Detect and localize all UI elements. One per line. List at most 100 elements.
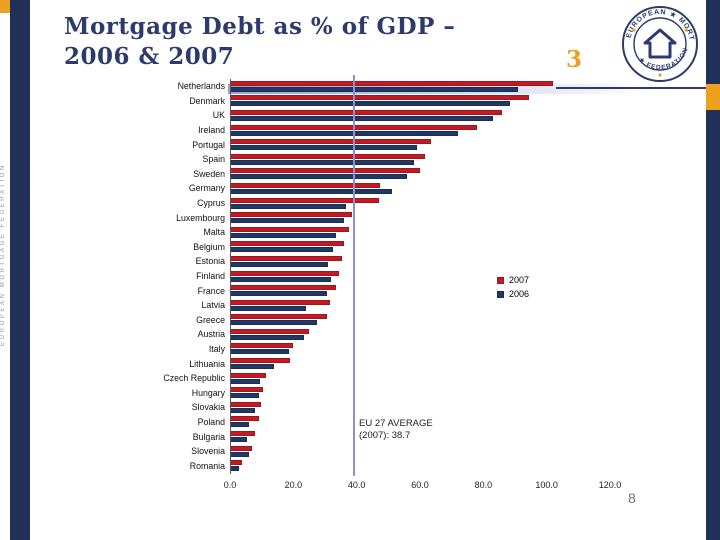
bar-area (230, 269, 610, 284)
bar-2006 (230, 232, 337, 238)
bar-2006 (230, 159, 414, 165)
bar-area (230, 167, 610, 182)
bar-2007 (230, 212, 352, 218)
right-navy-band (706, 0, 720, 540)
category-label: Greece (196, 314, 225, 325)
chart-row: Hungary (112, 385, 610, 400)
bar-area (230, 225, 610, 240)
bar-2006 (230, 261, 329, 267)
bar-2007 (230, 387, 264, 393)
chart-row: Lithuania (112, 356, 610, 371)
bar-2007 (230, 372, 267, 378)
legend-swatch (497, 290, 504, 298)
bar-2007 (230, 241, 344, 247)
average-annotation: EU 27 AVERAGE (2007): 38.7 (357, 417, 435, 443)
average-annotation-line1: EU 27 AVERAGE (359, 418, 433, 429)
chart-row: Austria (112, 327, 610, 342)
title-line-2: 2006 & 2007 (64, 43, 235, 71)
emf-logo-svg: EUROPEAN ★ MORTGAGE ★ FEDERATION ★ (617, 0, 698, 82)
legend-item: 2006 (497, 289, 529, 299)
bar-area (230, 283, 610, 298)
category-label: Malta (203, 227, 225, 238)
bar-area (230, 415, 610, 430)
bar-area (230, 181, 610, 196)
x-tick-label: 40.0 (347, 480, 366, 490)
x-tick-label: 120.0 (598, 480, 622, 490)
bar-area (230, 385, 610, 400)
chart-row: Italy (112, 342, 610, 357)
chart-row: Greece (112, 313, 610, 328)
bar-2006 (230, 334, 305, 340)
bar-area (230, 371, 610, 386)
x-axis-ticks: 0.0 20.0 40.0 60.0 80.0 100.0 120.0 (112, 480, 622, 494)
bar-2006 (230, 422, 249, 428)
chart-row: Germany (112, 181, 610, 196)
chart-row: Portugal (112, 137, 610, 152)
bar-2006 (230, 101, 511, 107)
bar-2007 (230, 328, 310, 334)
category-label: UK (212, 110, 225, 121)
chart-row: Romania (112, 458, 610, 473)
bar-2007 (230, 109, 503, 115)
chart-row: Denmark (112, 94, 610, 109)
title-line-1: Mortgage Debt as % of GDP – (64, 13, 456, 40)
bar-2006 (230, 130, 458, 136)
bar-2006 (230, 466, 239, 472)
category-label: Bulgaria (192, 431, 225, 442)
bar-2007 (230, 255, 343, 261)
bar-2006 (230, 378, 261, 384)
chart-row: Czech Republic (112, 371, 610, 386)
x-tick-label: 0.0 (223, 480, 237, 490)
chart-row: Malta (112, 225, 610, 240)
category-label: Denmark (189, 95, 225, 106)
chart-row: Netherlands (112, 79, 610, 94)
bar-area (230, 254, 610, 269)
category-label: Romania (189, 460, 225, 471)
logo-star-dot (684, 28, 688, 32)
bar-2007 (230, 431, 256, 437)
bar-2006 (230, 86, 519, 92)
bar-area (230, 342, 610, 357)
page-number: 8 (628, 490, 636, 506)
bar-area (230, 429, 610, 444)
bar-2007 (230, 285, 337, 291)
legend-label: 2007 (509, 275, 530, 285)
bar-2006 (230, 174, 408, 180)
chart-legend: 2007 2006 (497, 275, 529, 299)
category-label: Netherlands (177, 81, 225, 92)
chart-row: Cyprus (112, 196, 610, 211)
category-label: Belgium (193, 241, 225, 252)
chart-row: Luxembourg (112, 210, 610, 225)
bar-2007 (230, 182, 381, 188)
bar-2006 (230, 305, 306, 311)
left-side-text: EUROPEAN MORTGAGE FEDERATION (0, 163, 6, 346)
bar-2007 (230, 168, 420, 174)
bar-2006 (230, 145, 417, 151)
chart-row: Sweden (112, 167, 610, 182)
bar-2006 (230, 203, 346, 209)
bar-2006 (230, 437, 248, 443)
bar-area (230, 240, 610, 255)
bar-2006 (230, 320, 318, 326)
logo-star-dot (658, 73, 662, 77)
chart-row: Spain (112, 152, 610, 167)
category-label: Slovakia (191, 402, 225, 413)
category-label: Poland (197, 416, 225, 427)
bar-2007 (230, 197, 379, 203)
bar-2006 (230, 393, 259, 399)
x-tick-label: 60.0 (411, 480, 429, 490)
category-label: Austria (197, 329, 225, 340)
category-label: Ireland (198, 125, 225, 136)
category-label: Estonia (195, 256, 225, 267)
chart-row: Poland (112, 415, 610, 430)
bar-chart: Netherlands Denmark UK Ireland Portugal Spain… (112, 75, 622, 509)
chart-row: Estonia (112, 254, 610, 269)
category-label: Czech Republic (163, 373, 225, 384)
average-annotation-line2: (2007): 38.7 (359, 429, 411, 441)
emf-logo: EUROPEAN ★ MORTGAGE ★ FEDERATION ★ (617, 0, 700, 84)
category-label: Slovenia (191, 446, 225, 457)
bar-area (230, 108, 610, 123)
category-label: Hungary (191, 387, 225, 398)
category-label: Latvia (201, 300, 225, 311)
chart-rows: Netherlands Denmark UK Ireland Portugal Spain… (112, 79, 610, 473)
